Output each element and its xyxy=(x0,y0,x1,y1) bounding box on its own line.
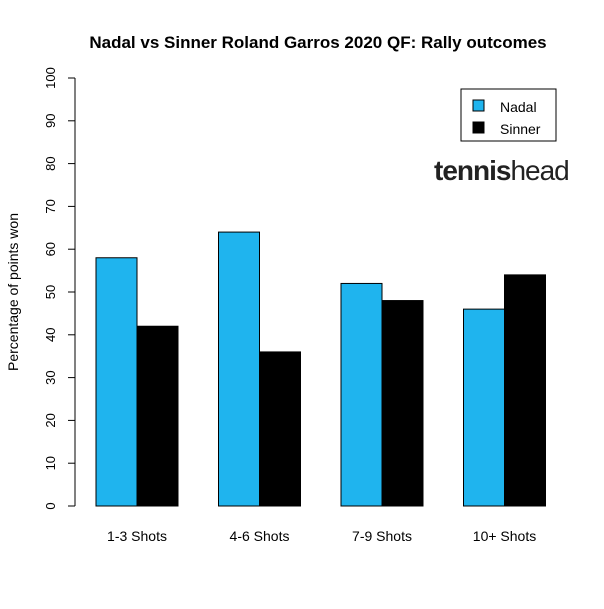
bar-nadal-2 xyxy=(218,231,260,507)
y-tick-label: 0 xyxy=(43,502,58,509)
y-tick-label: 100 xyxy=(43,67,58,89)
y-tick-label: 60 xyxy=(43,242,58,256)
bar-nadal-3 xyxy=(340,282,383,507)
logo-text-bold: tennis xyxy=(434,155,511,186)
legend-label-sinner: Sinner xyxy=(500,121,541,137)
svg-text:tennishead: tennishead xyxy=(434,155,569,186)
legend: Nadal Sinner xyxy=(460,88,557,142)
chart-title: Nadal vs Sinner Roland Garros 2020 QF: R… xyxy=(89,33,546,52)
y-tick-label: 10 xyxy=(43,456,58,470)
x-tick-label: 10+ Shots xyxy=(473,528,536,544)
y-axis-label: Percentage of points won xyxy=(5,213,21,371)
bar-nadal-4 xyxy=(463,308,505,507)
y-tick-label: 40 xyxy=(43,328,58,342)
bars-group xyxy=(95,231,546,507)
tennishead-logo: tennishead xyxy=(434,155,570,186)
y-tick-label: 80 xyxy=(43,156,58,170)
legend-label-nadal: Nadal xyxy=(500,99,537,115)
y-tick-label: 20 xyxy=(43,413,58,427)
legend-swatch-sinner xyxy=(472,121,485,134)
bar-sinner-3 xyxy=(381,300,424,507)
bar-sinner-1 xyxy=(136,325,179,507)
y-tick-label: 30 xyxy=(43,370,58,384)
bar-sinner-2 xyxy=(259,351,301,507)
x-axis-labels: 1-3 Shots 4-6 Shots 7-9 Shots 10+ Shots xyxy=(107,528,536,544)
y-axis: 0 10 20 30 40 50 60 70 80 90 100 xyxy=(43,67,76,510)
y-tick-label: 90 xyxy=(43,114,58,128)
logo-text-light: head xyxy=(510,155,568,186)
x-tick-label: 4-6 Shots xyxy=(230,528,290,544)
bar-nadal-1 xyxy=(95,257,138,507)
y-tick-label: 50 xyxy=(43,285,58,299)
x-tick-label: 7-9 Shots xyxy=(352,528,412,544)
x-tick-label: 1-3 Shots xyxy=(107,528,167,544)
legend-swatch-nadal xyxy=(472,99,485,112)
bar-sinner-4 xyxy=(504,274,546,507)
y-tick-label: 70 xyxy=(43,199,58,213)
